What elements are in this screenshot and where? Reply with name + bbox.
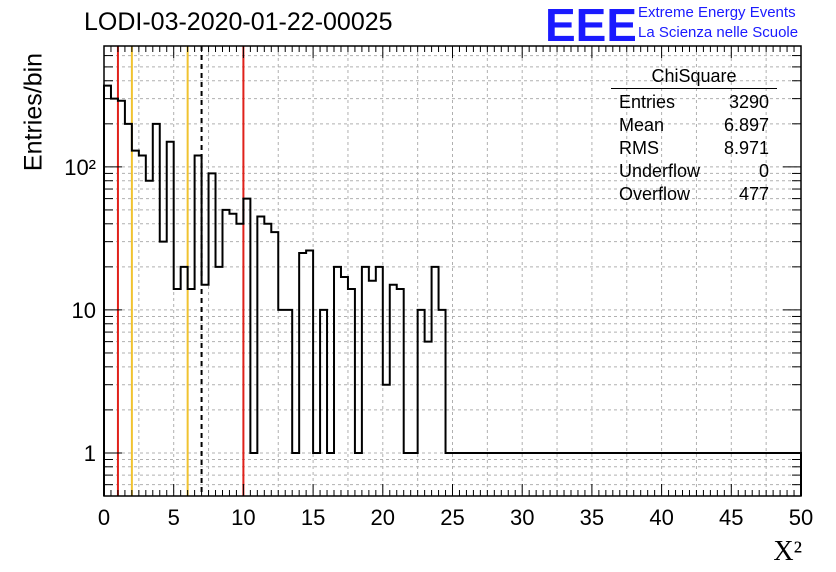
x-tick-label: 10 [231,505,255,530]
x-tick-label: 45 [719,505,743,530]
stats-row-entries: Entries 3290 [611,91,777,114]
x-tick-label: 20 [371,505,395,530]
x-axis-label: X² [773,536,802,567]
stats-label: Underflow [619,161,701,181]
y-tick-label: 10 [72,298,96,323]
stats-value: 477 [738,184,769,204]
logo-line-1: Extreme Energy Events [638,4,796,21]
stats-value: 8.971 [723,138,769,158]
x-tick-label: 30 [510,505,534,530]
stats-label: Mean [619,115,665,135]
stats-box: ChiSquare Entries 3290 Mean 6.897 RMS 8.971… [611,66,777,206]
logo-line-2: La Scienza nelle Scuole [638,24,799,41]
x-tick-label: 40 [649,505,673,530]
x-tick-label: 50 [789,505,813,530]
stats-value: 0 [758,161,769,181]
chart-title: LODI-03-2020-01-22-00025 [84,8,393,36]
stats-title: ChiSquare [611,66,777,89]
stats-value: 3290 [728,92,769,112]
stats-row-underflow: Underflow 0 [611,160,777,183]
stats-row-mean: Mean 6.897 [611,114,777,137]
histogram-bars [103,84,802,496]
x-tick-label: 35 [580,505,604,530]
eee-logo: EEE [545,3,635,45]
y-axis-label: Entries/bin [19,52,48,172]
y-tick-label: 10² [64,155,96,180]
stats-row-rms: RMS 8.971 [611,137,777,160]
eee-logo-letters: EEE [545,3,635,45]
stats-label: RMS [619,138,659,158]
x-tick-label: 0 [98,505,110,530]
stats-row-overflow: Overflow 477 [611,183,777,206]
y-tick-label: 1 [84,441,96,466]
stats-label: Entries [619,92,676,112]
stats-value: 6.897 [723,115,769,135]
x-tick-label: 5 [168,505,180,530]
x-tick-label: 15 [301,505,325,530]
x-tick-label: 25 [440,505,464,530]
stats-label: Overflow [619,184,691,204]
